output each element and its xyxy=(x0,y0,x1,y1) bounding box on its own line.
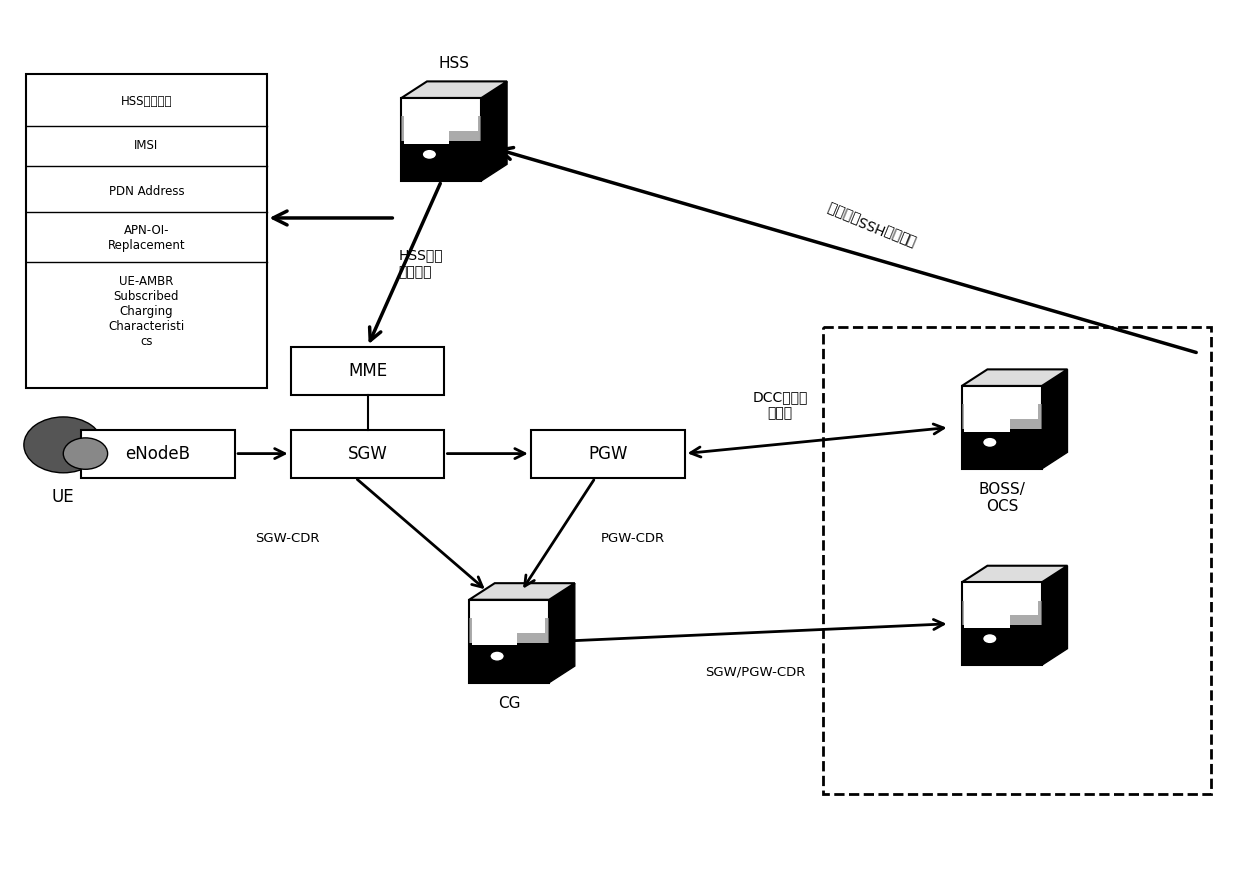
Bar xyxy=(962,404,1042,429)
Polygon shape xyxy=(549,583,575,683)
Text: MME: MME xyxy=(348,362,387,380)
Text: BOSS/
OCS: BOSS/ OCS xyxy=(978,482,1025,515)
Text: PGW: PGW xyxy=(588,445,627,463)
Text: PDN Address: PDN Address xyxy=(109,185,185,198)
Circle shape xyxy=(982,633,997,644)
Text: UE-AMBR
Subscribed
Charging
Characteristi
cs: UE-AMBR Subscribed Charging Characterist… xyxy=(108,275,185,348)
Polygon shape xyxy=(1042,369,1068,469)
Polygon shape xyxy=(965,584,1009,628)
Text: IMSI: IMSI xyxy=(134,139,159,152)
Text: CG: CG xyxy=(498,696,521,711)
Text: HSS签约信息: HSS签约信息 xyxy=(120,95,172,108)
Bar xyxy=(962,601,1042,626)
Text: SGW: SGW xyxy=(347,445,387,463)
Text: eNodeB: eNodeB xyxy=(125,445,191,463)
Polygon shape xyxy=(1042,566,1068,665)
Polygon shape xyxy=(471,602,517,646)
Bar xyxy=(469,618,549,643)
Bar xyxy=(962,429,1042,469)
Bar xyxy=(290,430,444,478)
Text: 修改用户HSS签约信息: 修改用户HSS签约信息 xyxy=(825,200,918,249)
Polygon shape xyxy=(404,100,449,144)
Circle shape xyxy=(24,417,103,473)
Polygon shape xyxy=(402,98,481,181)
Polygon shape xyxy=(402,81,507,98)
Polygon shape xyxy=(469,600,549,683)
Polygon shape xyxy=(962,566,1068,582)
Text: UE: UE xyxy=(52,488,74,507)
Text: SGW/PGW-CDR: SGW/PGW-CDR xyxy=(706,665,806,678)
Bar xyxy=(26,74,267,389)
Bar xyxy=(531,430,684,478)
Circle shape xyxy=(422,149,436,159)
Polygon shape xyxy=(966,586,1038,616)
Circle shape xyxy=(982,437,997,448)
Bar xyxy=(402,141,481,181)
Text: APN-OI-
Replacement: APN-OI- Replacement xyxy=(108,224,185,252)
Circle shape xyxy=(490,651,505,662)
Polygon shape xyxy=(962,369,1068,386)
Bar xyxy=(469,643,549,683)
Bar xyxy=(402,116,481,141)
Bar xyxy=(962,626,1042,665)
Text: PGW-CDR: PGW-CDR xyxy=(600,532,665,545)
Bar xyxy=(290,347,444,395)
Bar xyxy=(823,327,1211,794)
Polygon shape xyxy=(962,386,1042,469)
Polygon shape xyxy=(966,389,1038,419)
Polygon shape xyxy=(469,583,575,600)
Polygon shape xyxy=(481,81,507,181)
Polygon shape xyxy=(965,388,1009,432)
Text: HSS: HSS xyxy=(439,56,470,71)
Circle shape xyxy=(63,438,108,470)
Text: DCC风险控
制接口: DCC风险控 制接口 xyxy=(753,390,807,421)
Polygon shape xyxy=(962,582,1042,665)
Text: HSS签约
数据插入: HSS签约 数据插入 xyxy=(398,248,443,279)
Polygon shape xyxy=(472,603,546,633)
Bar xyxy=(81,430,236,478)
Text: SGW-CDR: SGW-CDR xyxy=(255,532,320,545)
Polygon shape xyxy=(405,101,477,131)
